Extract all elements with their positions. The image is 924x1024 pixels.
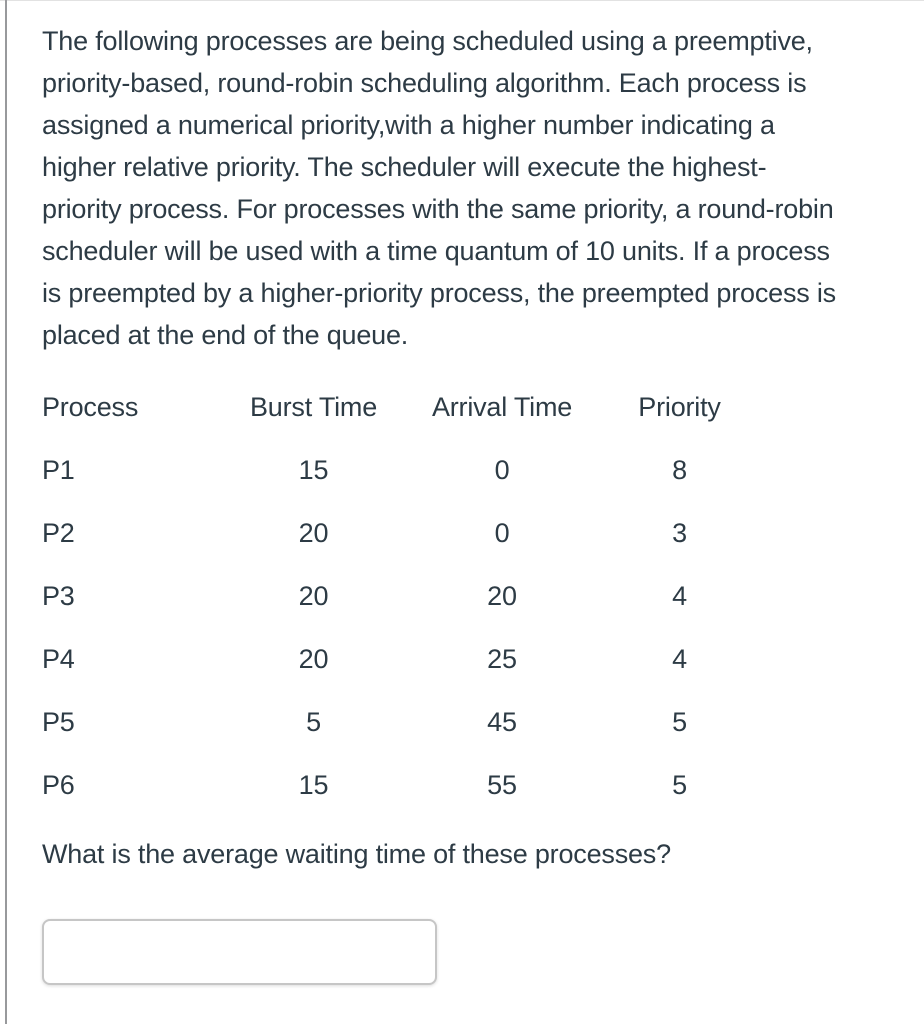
- column-header-priority: Priority: [638, 392, 721, 422]
- table-header-row: Process Burst Time Arrival Time Priority: [42, 376, 762, 439]
- cell-priority: 4: [672, 581, 687, 611]
- cell-burst-time: 5: [306, 707, 321, 737]
- cell-burst-time: 15: [298, 770, 329, 800]
- cell-arrival-time: 0: [494, 518, 510, 548]
- top-hairline: [0, 0, 924, 1]
- prompt-line: higher relative priority. The scheduler …: [42, 152, 767, 182]
- process-table-body: P1 15 0 8 P2 20 0 3 P3 20 20 4: [42, 439, 762, 817]
- cell-process: P6: [42, 770, 75, 800]
- prompt-line: placed at the end of the queue.: [42, 320, 409, 350]
- cell-process: P3: [42, 581, 75, 611]
- prompt-line: is preempted by a higher-priority proces…: [42, 278, 836, 308]
- process-table-header: Process Burst Time Arrival Time Priority: [42, 376, 762, 439]
- column-header-process: Process: [42, 392, 139, 422]
- cell-process: P2: [42, 518, 75, 548]
- table-row: P6 15 55 5: [42, 754, 762, 817]
- cell-priority: 5: [672, 770, 687, 800]
- cell-priority: 4: [672, 644, 687, 674]
- panel-left-border: [5, 0, 7, 1024]
- cell-arrival-time: 45: [487, 707, 517, 737]
- table-row: P2 20 0 3: [42, 502, 762, 565]
- cell-arrival-time: 0: [494, 455, 510, 485]
- cell-burst-time: 15: [298, 455, 329, 485]
- prompt-line: priority process. For processes with the…: [42, 194, 834, 224]
- cell-burst-time: 20: [298, 581, 329, 611]
- question-text: What is the average waiting time of thes…: [42, 839, 671, 869]
- prompt-line: assigned a numerical priority,with a hig…: [42, 110, 775, 140]
- prompt-line: priority-based, round-robin scheduling a…: [42, 68, 807, 98]
- question-prompt: The following processes are being schedu…: [42, 20, 892, 356]
- cell-process: P4: [42, 644, 75, 674]
- column-header-arrival-time: Arrival Time: [431, 392, 573, 422]
- prompt-line: scheduler will be used with a time quant…: [42, 236, 830, 266]
- cell-burst-time: 20: [298, 644, 329, 674]
- cell-arrival-time: 25: [487, 644, 517, 674]
- cell-burst-time: 20: [298, 518, 329, 548]
- question-content: The following processes are being schedu…: [42, 20, 892, 985]
- table-row: P3 20 20 4: [42, 565, 762, 628]
- process-table: Process Burst Time Arrival Time Priority…: [42, 376, 762, 817]
- prompt-line: The following processes are being schedu…: [42, 26, 813, 56]
- table-row: P4 20 25 4: [42, 628, 762, 691]
- cell-priority: 8: [672, 455, 687, 485]
- cell-process: P1: [42, 455, 75, 485]
- cell-priority: 5: [672, 707, 687, 737]
- cell-process: P5: [42, 707, 75, 737]
- table-row: P5 5 45 5: [42, 691, 762, 754]
- column-header-burst-time: Burst Time: [249, 392, 378, 422]
- cell-arrival-time: 20: [487, 581, 517, 611]
- answer-input[interactable]: [42, 919, 437, 985]
- cell-priority: 3: [672, 518, 687, 548]
- table-row: P1 15 0 8: [42, 439, 762, 502]
- cell-arrival-time: 55: [487, 770, 517, 800]
